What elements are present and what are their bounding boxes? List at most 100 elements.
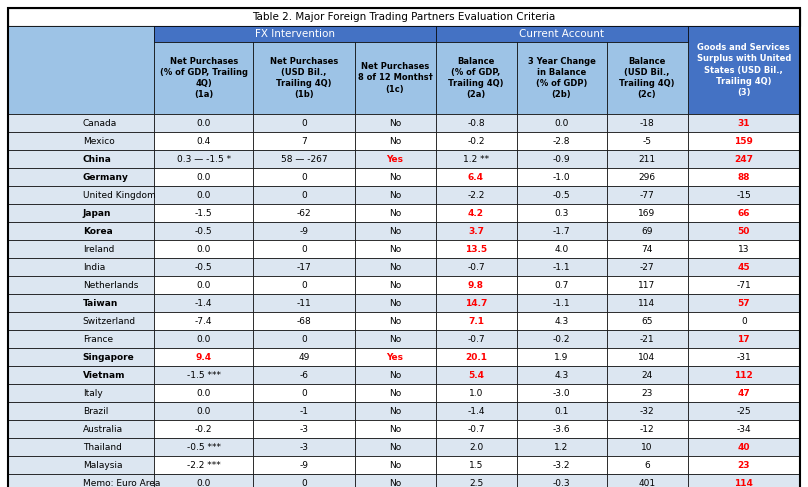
Bar: [154, 402, 253, 420]
Text: 0.0: 0.0: [196, 281, 211, 289]
Bar: [154, 26, 436, 42]
Text: 66: 66: [738, 208, 750, 218]
Text: No: No: [389, 299, 401, 307]
Text: -32: -32: [640, 407, 654, 415]
Text: 24: 24: [642, 371, 653, 379]
Bar: [607, 456, 688, 474]
Bar: [154, 420, 253, 438]
Text: No: No: [389, 136, 401, 146]
Text: 211: 211: [638, 154, 655, 164]
Text: Netherlands: Netherlands: [82, 281, 138, 289]
Bar: [607, 312, 688, 330]
Text: -21: -21: [640, 335, 654, 343]
Bar: [154, 330, 253, 348]
Text: -1.7: -1.7: [553, 226, 570, 236]
Bar: [154, 240, 253, 258]
Bar: [436, 114, 516, 132]
Bar: [436, 402, 516, 420]
Text: Canada: Canada: [82, 118, 117, 128]
Text: 14.7: 14.7: [465, 299, 487, 307]
Text: -31: -31: [736, 353, 751, 361]
Text: -12: -12: [640, 425, 654, 433]
Bar: [516, 276, 607, 294]
Bar: [436, 420, 516, 438]
Bar: [8, 204, 154, 222]
Bar: [355, 294, 436, 312]
Bar: [688, 384, 800, 402]
Bar: [355, 114, 436, 132]
Bar: [688, 114, 800, 132]
Text: 0.0: 0.0: [196, 335, 211, 343]
Text: -71: -71: [736, 281, 751, 289]
Bar: [436, 330, 516, 348]
Text: 20.1: 20.1: [465, 353, 487, 361]
Bar: [154, 456, 253, 474]
Bar: [8, 150, 154, 168]
Bar: [154, 474, 253, 487]
Text: -25: -25: [736, 407, 751, 415]
Bar: [436, 438, 516, 456]
Bar: [154, 294, 253, 312]
Text: 0.3 — -1.5 *: 0.3 — -1.5 *: [177, 154, 231, 164]
Text: No: No: [389, 118, 401, 128]
Text: 169: 169: [638, 208, 655, 218]
Text: 0: 0: [301, 281, 307, 289]
Text: -0.3: -0.3: [553, 479, 570, 487]
Text: -0.7: -0.7: [467, 425, 485, 433]
Text: Brazil: Brazil: [82, 407, 108, 415]
Bar: [607, 420, 688, 438]
Bar: [253, 384, 355, 402]
Bar: [516, 366, 607, 384]
Bar: [355, 222, 436, 240]
Text: 57: 57: [738, 299, 750, 307]
Bar: [8, 420, 154, 438]
Bar: [355, 384, 436, 402]
Text: United Kingdom: United Kingdom: [82, 190, 155, 200]
Text: Ireland: Ireland: [82, 244, 114, 254]
Bar: [688, 186, 800, 204]
Bar: [154, 366, 253, 384]
Text: -3: -3: [300, 425, 309, 433]
Bar: [355, 168, 436, 186]
Bar: [8, 132, 154, 150]
Bar: [253, 312, 355, 330]
Text: -1.0: -1.0: [553, 172, 570, 182]
Text: 104: 104: [638, 353, 655, 361]
Text: 117: 117: [638, 281, 655, 289]
Bar: [253, 186, 355, 204]
Bar: [436, 26, 688, 42]
Text: Net Purchases
(% of GDP, Trailing
4Q)
(1a): Net Purchases (% of GDP, Trailing 4Q) (1…: [160, 57, 248, 99]
Bar: [607, 366, 688, 384]
Text: 69: 69: [642, 226, 653, 236]
Bar: [607, 222, 688, 240]
Bar: [516, 168, 607, 186]
Bar: [253, 276, 355, 294]
Text: 0.3: 0.3: [554, 208, 569, 218]
Text: No: No: [389, 208, 401, 218]
Bar: [688, 420, 800, 438]
Bar: [253, 420, 355, 438]
Text: 0.0: 0.0: [196, 479, 211, 487]
Text: 7.1: 7.1: [468, 317, 484, 325]
Bar: [607, 150, 688, 168]
Text: France: France: [82, 335, 113, 343]
Text: Taiwan: Taiwan: [82, 299, 118, 307]
Text: -3.2: -3.2: [553, 461, 570, 469]
Text: 9.4: 9.4: [196, 353, 212, 361]
Text: No: No: [389, 389, 401, 397]
Bar: [607, 474, 688, 487]
Bar: [688, 438, 800, 456]
Text: Current Account: Current Account: [519, 29, 604, 39]
Bar: [516, 132, 607, 150]
Text: 1.2: 1.2: [554, 443, 569, 451]
Bar: [253, 474, 355, 487]
Text: -0.2: -0.2: [195, 425, 213, 433]
Text: -34: -34: [736, 425, 751, 433]
Text: 50: 50: [738, 226, 750, 236]
Bar: [436, 150, 516, 168]
Bar: [688, 276, 800, 294]
Bar: [154, 42, 253, 114]
Bar: [607, 402, 688, 420]
Text: Germany: Germany: [82, 172, 128, 182]
Text: -9: -9: [300, 226, 309, 236]
